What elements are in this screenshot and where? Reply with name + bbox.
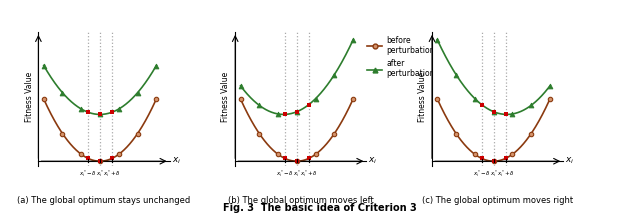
Text: $x_i^*\!+\!\delta$: $x_i^*\!+\!\delta$ [497, 169, 514, 179]
Text: Fitness Value: Fitness Value [221, 71, 230, 122]
Text: (a) The global optimum stays unchanged: (a) The global optimum stays unchanged [17, 196, 191, 205]
Legend: before
perturbation, after
perturbation: before perturbation, after perturbation [367, 36, 435, 78]
Text: $x_i$: $x_i$ [565, 156, 575, 167]
Text: Fitness Value: Fitness Value [24, 71, 34, 122]
Text: $x_i$: $x_i$ [369, 156, 378, 167]
Text: $x_i^*$: $x_i^*$ [292, 169, 301, 179]
Text: Fig. 3  The basic idea of Criterion 3: Fig. 3 The basic idea of Criterion 3 [223, 203, 417, 213]
Text: $x_i^*$: $x_i^*$ [96, 169, 104, 179]
Text: $x_i^*\!-\!\delta$: $x_i^*\!-\!\delta$ [79, 169, 97, 179]
Text: $x_i^*\!-\!\delta$: $x_i^*\!-\!\delta$ [473, 169, 490, 179]
Text: $x_i^*\!-\!\delta$: $x_i^*\!-\!\delta$ [276, 169, 294, 179]
Text: (b) The global optimum moves left: (b) The global optimum moves left [228, 196, 374, 205]
Text: $x_i^*\!+\!\delta$: $x_i^*\!+\!\delta$ [103, 169, 120, 179]
Text: Fitness Value: Fitness Value [418, 71, 428, 122]
Text: $x_i^*\!+\!\delta$: $x_i^*\!+\!\delta$ [300, 169, 317, 179]
Text: $x_i$: $x_i$ [172, 156, 181, 167]
Text: $x_i^*$: $x_i^*$ [490, 169, 498, 179]
Text: (c) The global optimum moves right: (c) The global optimum moves right [422, 196, 573, 205]
